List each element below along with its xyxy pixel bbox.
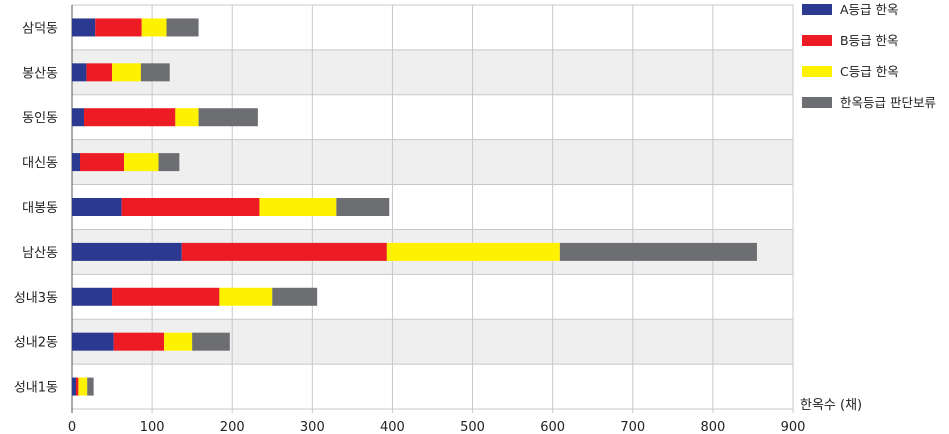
row-band bbox=[72, 364, 793, 409]
bar-segment bbox=[113, 332, 165, 351]
bar-segment bbox=[84, 108, 176, 127]
category-label: 대신동 bbox=[22, 156, 58, 171]
bar-segment bbox=[72, 377, 77, 396]
bar-segment bbox=[112, 287, 220, 306]
category-label: 동인동 bbox=[22, 111, 58, 126]
bar-segment bbox=[181, 242, 387, 261]
x-tick-label: 900 bbox=[781, 420, 806, 434]
bar-segment bbox=[86, 63, 113, 82]
category-label: 남산동 bbox=[22, 246, 58, 261]
legend-label: 한옥등급 판단보류 bbox=[840, 95, 936, 110]
x-tick-label: 200 bbox=[220, 420, 245, 434]
x-tick-label: 700 bbox=[620, 420, 645, 434]
bars bbox=[72, 18, 757, 396]
bar-segment bbox=[80, 153, 125, 172]
bar-segment bbox=[112, 63, 141, 82]
x-tick-label: 600 bbox=[540, 420, 565, 434]
legend-swatch bbox=[802, 4, 832, 15]
row-band bbox=[72, 49, 793, 95]
bar-segment bbox=[121, 198, 260, 216]
bar-segment bbox=[141, 18, 167, 37]
bar-segment bbox=[259, 198, 337, 216]
legend-label: A등급 한옥 bbox=[840, 2, 899, 17]
legend-label: C등급 한옥 bbox=[840, 64, 899, 79]
bar-segment bbox=[78, 377, 88, 396]
category-label: 성내2동 bbox=[14, 336, 58, 351]
bar-segment bbox=[164, 332, 193, 351]
x-tick-label: 300 bbox=[300, 420, 325, 434]
bar-segment bbox=[140, 63, 170, 82]
bar-segment bbox=[192, 332, 230, 351]
bar-segment bbox=[72, 332, 114, 351]
bar-segment bbox=[198, 108, 258, 127]
legend-label: B등급 한옥 bbox=[840, 33, 899, 48]
bar-segment bbox=[72, 153, 81, 172]
x-tick-label: 0 bbox=[68, 420, 76, 434]
legend-swatch bbox=[802, 66, 832, 77]
bar-segment bbox=[272, 287, 318, 306]
bar-segment bbox=[124, 153, 159, 172]
bar-segment bbox=[158, 153, 180, 172]
legend-swatch bbox=[802, 97, 832, 108]
x-tick-labels: 0 100 200 300 400 500 600 700 800 900 bbox=[68, 420, 806, 434]
bar-segment bbox=[72, 108, 85, 127]
legend-swatch bbox=[802, 35, 832, 46]
bar-segment bbox=[559, 242, 757, 261]
category-label: 삼덕동 bbox=[22, 21, 58, 36]
bar-segment bbox=[72, 198, 122, 216]
x-tick-label: 100 bbox=[140, 420, 165, 434]
category-label: 성내3동 bbox=[14, 291, 58, 306]
category-label: 성내1동 bbox=[14, 381, 58, 396]
bar-segment bbox=[72, 242, 182, 261]
x-axis-title: 한옥수 (채) bbox=[800, 398, 862, 413]
bar-segment bbox=[87, 377, 94, 396]
x-tick-label: 400 bbox=[380, 420, 405, 434]
bar-segment bbox=[336, 198, 390, 216]
category-label: 대봉동 bbox=[22, 201, 58, 216]
bar-segment bbox=[72, 63, 87, 82]
category-label: 봉산동 bbox=[22, 66, 58, 81]
bar-segment bbox=[166, 18, 199, 37]
bar-segment bbox=[95, 18, 142, 37]
x-tick-label: 500 bbox=[460, 420, 485, 434]
bar-segment bbox=[386, 242, 560, 261]
bar-segment bbox=[72, 18, 96, 37]
row-band bbox=[72, 139, 793, 185]
bar-segment bbox=[175, 108, 199, 127]
bar-segment bbox=[72, 287, 113, 306]
bar-segment bbox=[76, 377, 79, 396]
x-tick-label: 800 bbox=[700, 420, 725, 434]
bar-segment bbox=[219, 287, 273, 306]
